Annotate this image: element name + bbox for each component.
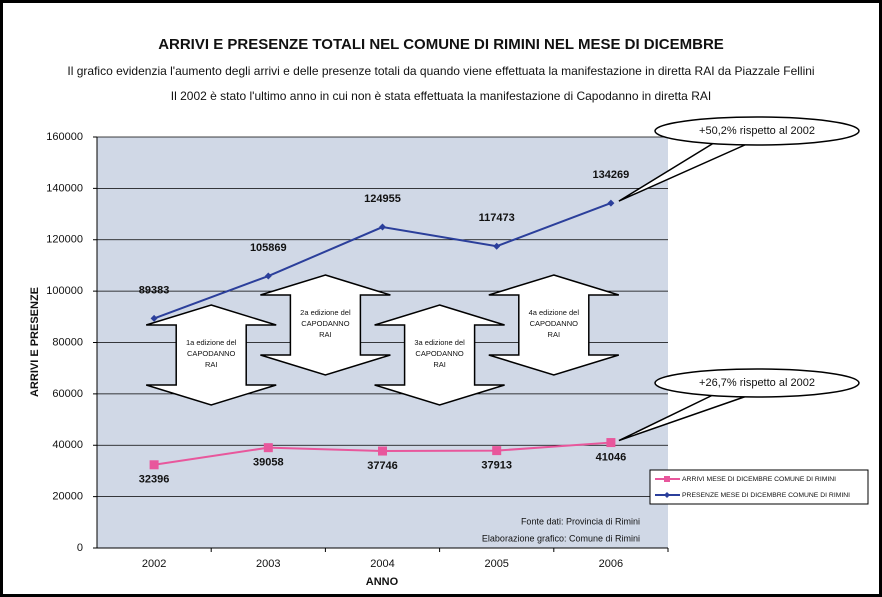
x-axis-label: ANNO <box>366 576 399 588</box>
edition-label: 3a edizione del <box>414 338 465 347</box>
edition-label: 2a edizione del <box>300 308 351 317</box>
marker <box>149 460 159 470</box>
y-axis-label: ARRIVI E PRESENZE <box>29 287 41 397</box>
edition-label: RAI <box>205 360 218 369</box>
source: Elaborazione grafico: Comune di Rimini <box>482 533 640 543</box>
marker <box>264 272 272 280</box>
subtitle: Il 2002 è stato l'ultimo anno in cui non… <box>171 89 711 103</box>
y-tick-label: 20000 <box>52 491 83 503</box>
x-tick-label: 2003 <box>256 558 280 570</box>
source: Fonte dati: Provincia di Rimini <box>521 516 640 526</box>
edition-label: 4a edizione del <box>529 308 580 317</box>
marker <box>263 443 273 453</box>
edition-label: 1a edizione del <box>186 338 237 347</box>
double-arrow <box>374 304 505 406</box>
chart-title: ARRIVI E PRESENZE TOTALI NEL COMUNE DI R… <box>158 36 724 53</box>
subtitle: Il grafico evidenzia l'aumento degli arr… <box>67 64 814 78</box>
edition-label: RAI <box>548 330 561 339</box>
callout-patch <box>718 139 746 143</box>
annotation: +26,7% rispetto al 2002 <box>699 377 815 389</box>
y-tick-label: 120000 <box>46 234 83 246</box>
data-label: 37746 <box>367 460 398 472</box>
annotation: +50,2% rispetto al 2002 <box>699 125 815 137</box>
data-label: 134269 <box>593 169 630 181</box>
marker <box>492 446 502 456</box>
data-label: 124955 <box>364 193 401 205</box>
data-label: 37913 <box>481 460 512 472</box>
double-arrow <box>260 274 391 376</box>
edition-label: CAPODANNO <box>415 349 464 358</box>
y-tick-label: 60000 <box>52 388 83 400</box>
y-tick-label: 40000 <box>52 439 83 451</box>
edition-label: RAI <box>319 330 332 339</box>
x-tick-label: 2006 <box>599 558 623 570</box>
marker <box>493 242 501 250</box>
data-label: 89383 <box>139 284 170 296</box>
legend-label: PRESENZE MESE DI DICEMBRE COMUNE DI RIMI… <box>682 492 850 499</box>
legend-label: ARRIVI MESE DI DICEMBRE COMUNE DI RIMINI <box>682 476 836 483</box>
y-tick-label: 0 <box>77 542 83 554</box>
x-tick-label: 2004 <box>370 558 394 570</box>
y-tick-label: 100000 <box>46 285 83 297</box>
callout-patch <box>718 391 746 395</box>
y-tick-label: 80000 <box>52 336 83 348</box>
marker <box>606 438 616 448</box>
double-arrow <box>145 304 277 406</box>
data-label: 41046 <box>596 451 627 463</box>
marker <box>379 223 386 231</box>
edition-label: CAPODANNO <box>301 319 350 328</box>
edition-label: CAPODANNO <box>187 349 236 358</box>
legend-marker <box>664 492 670 498</box>
y-tick-label: 160000 <box>46 131 83 143</box>
legend <box>649 469 869 505</box>
edition-label: RAI <box>433 360 446 369</box>
marker <box>150 314 158 322</box>
data-label: 39058 <box>253 457 284 469</box>
legend-marker <box>664 476 670 482</box>
x-tick-label: 2002 <box>142 558 166 570</box>
marker <box>607 199 615 207</box>
callout <box>654 368 860 398</box>
data-label: 117473 <box>479 212 515 224</box>
double-arrow <box>488 274 620 376</box>
marker <box>378 446 387 456</box>
y-tick-label: 140000 <box>46 182 83 194</box>
edition-label: CAPODANNO <box>530 319 579 328</box>
data-label: 32396 <box>139 474 170 486</box>
x-tick-label: 2005 <box>484 558 508 570</box>
data-label: 105869 <box>250 242 287 254</box>
callout <box>654 116 860 146</box>
